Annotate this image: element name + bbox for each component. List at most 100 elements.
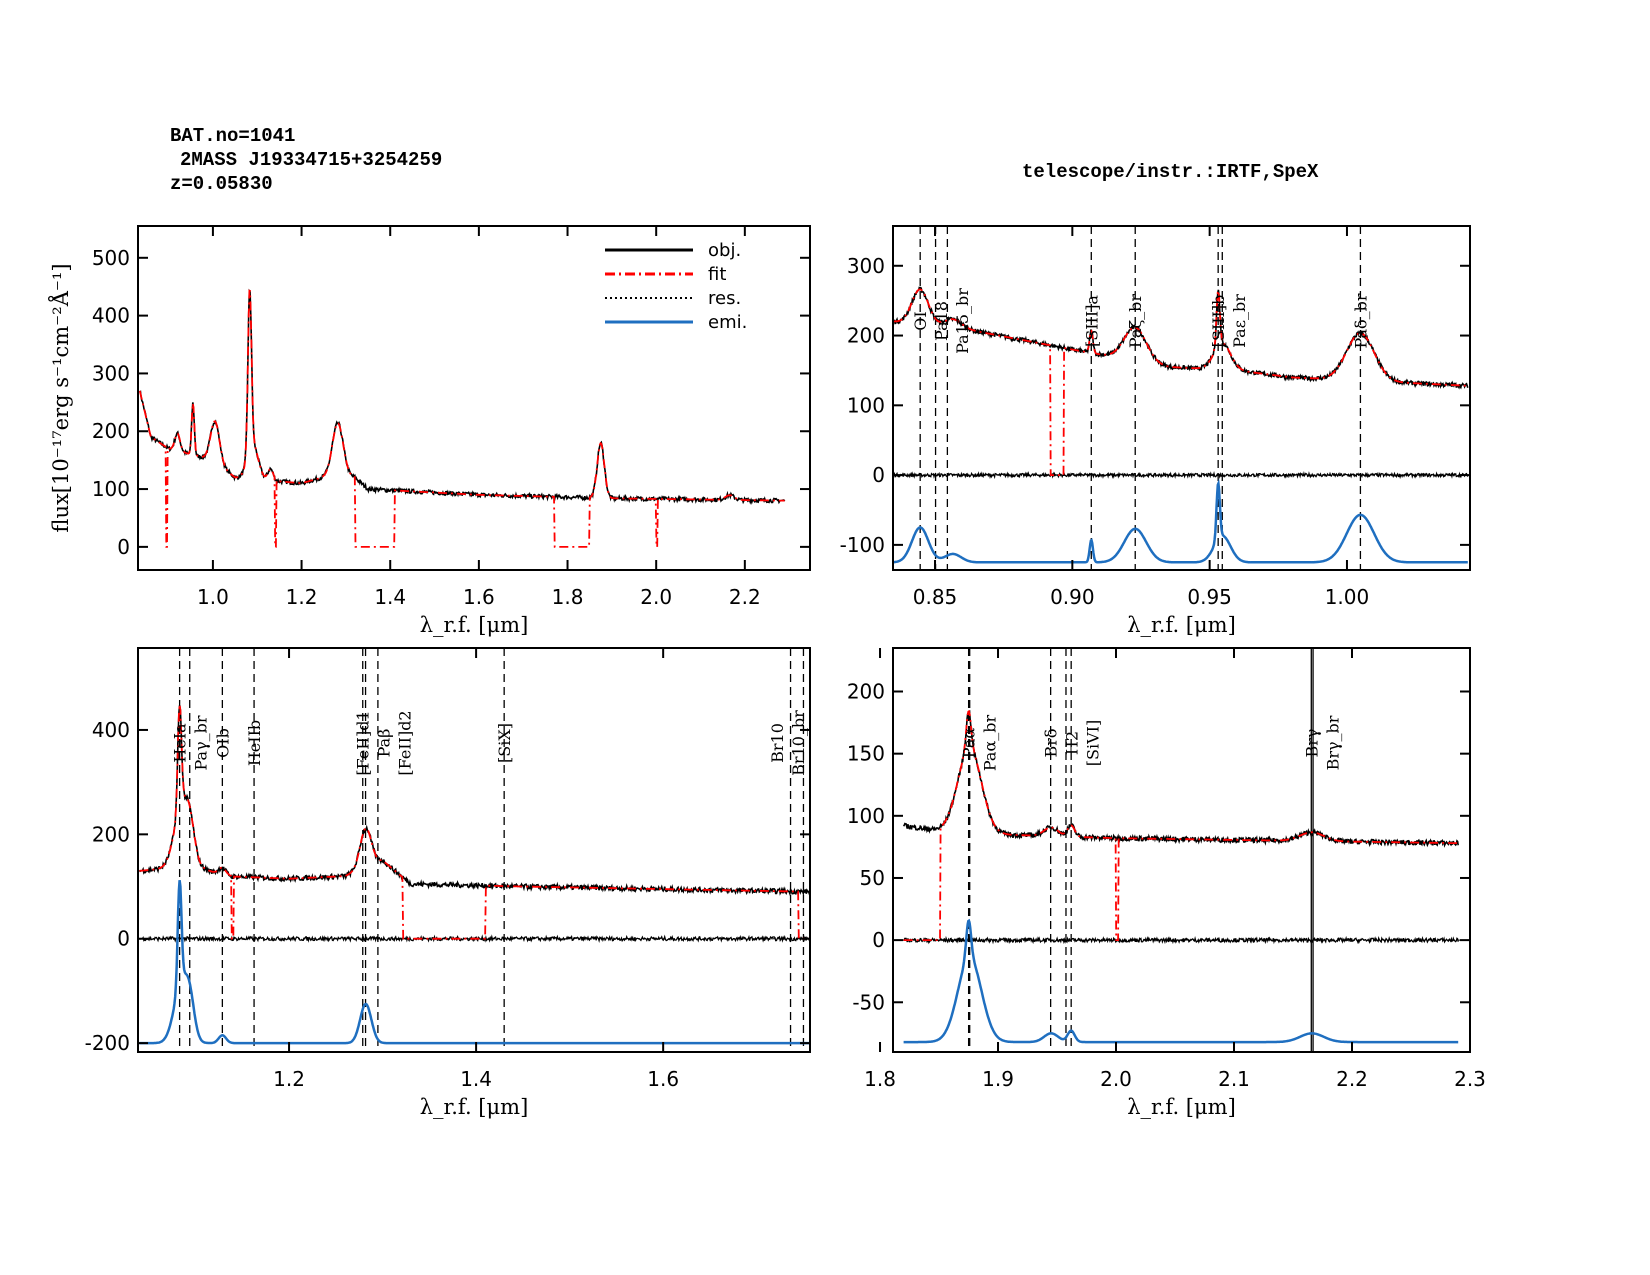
- object-series: [139, 288, 786, 505]
- marker-label: [FeII]d2: [396, 710, 415, 775]
- x-tick-label-1: 1.9: [982, 1067, 1014, 1091]
- y-tick-label-0: -100: [840, 533, 885, 557]
- marker-label: Pa18: [932, 301, 951, 341]
- fit-series: [893, 287, 1468, 477]
- residual-series: [893, 470, 1469, 480]
- x-tick-label-0: 1.0: [197, 585, 229, 609]
- y-tick-label-2: 100: [847, 393, 885, 417]
- marker-label: Br10_br: [789, 710, 808, 776]
- y-tick-label-4: 150: [847, 742, 885, 766]
- x-tick-label-1: 0.90: [1050, 585, 1095, 609]
- marker-label: Paα_br: [981, 715, 1000, 772]
- x-tick-label-3: 1.00: [1325, 585, 1370, 609]
- x-tick-label-2: 1.4: [374, 585, 406, 609]
- object-id: BAT.no=1041: [170, 125, 295, 147]
- x-tick-label-0: 1.8: [864, 1067, 896, 1091]
- y-tick-label-0: -50: [852, 990, 885, 1014]
- fit-series: [903, 709, 1459, 941]
- y-tick-label-1: 0: [872, 463, 885, 487]
- marker-label: Pa15_br: [953, 288, 972, 354]
- y-tick-label-3: 300: [92, 361, 130, 385]
- y-tick-label-2: 50: [860, 866, 885, 890]
- fit-series: [138, 289, 785, 548]
- fit-series: [139, 704, 810, 940]
- x-tick-label-6: 2.2: [729, 585, 761, 609]
- x-tick-label-0: 0.85: [913, 585, 958, 609]
- x-tick-label-2: 0.95: [1187, 585, 1232, 609]
- y-tick-label-3: 200: [847, 324, 885, 348]
- panel-4: Paα Paα_br Brδ H2 [SiVI] Brγ Brγ_br 1.8 1.9 2.0 2.…: [847, 647, 1486, 1119]
- x-axis-label: λ_r.f. [μm]: [420, 613, 529, 637]
- x-tick-label-2: 2.0: [1100, 1067, 1132, 1091]
- marker-label: [SIII]b: [1209, 295, 1228, 348]
- y-tick-label-4: 300: [847, 254, 885, 278]
- marker-label: Paε_br: [1230, 294, 1249, 348]
- marker-label: Paγ_br: [192, 715, 211, 770]
- marker-label: [FeII]d1: [354, 710, 373, 775]
- x-tick-label-1: 1.4: [460, 1067, 492, 1091]
- plot-frame: [137, 647, 811, 1053]
- x-tick-label-2: 1.6: [647, 1067, 679, 1091]
- marker-label: Paβ: [375, 729, 394, 758]
- y-tick-label-1: 100: [92, 477, 130, 501]
- marker-label: Br10: [768, 723, 787, 763]
- plot-area: [893, 648, 1470, 1052]
- y-tick-label-1: 0: [872, 928, 885, 952]
- panel-3: HeIa Paγ_br OIb HeIIb [FeII]d1 Paβ [FeII]d2 [Si…: [85, 647, 811, 1119]
- marker-label: [SIII]a: [1082, 295, 1101, 347]
- marker-label: Paζ_br: [1126, 294, 1145, 349]
- marker-label: Paα: [960, 728, 979, 759]
- marker-label: OI: [911, 311, 930, 330]
- y-tick-label-0: -200: [85, 1031, 130, 1055]
- x-tick-label-5: 2.0: [640, 585, 672, 609]
- redshift: z=0.05830: [170, 173, 273, 195]
- y-axis-label: flux[10⁻¹⁷erg s⁻¹cm⁻²Å⁻¹]: [48, 263, 73, 532]
- y-tick-label-1: 0: [117, 927, 130, 951]
- marker-label: Brγ: [1302, 729, 1321, 758]
- y-tick-label-5: 500: [92, 246, 130, 270]
- emission-series: [139, 880, 810, 1045]
- y-tick-label-2: 200: [92, 419, 130, 443]
- y-tick-label-0: 0: [117, 535, 130, 559]
- residual-series: [903, 935, 1459, 945]
- instrument: telescope/instr.:IRTF,SpeX: [1022, 161, 1319, 183]
- x-tick-label-4: 2.2: [1336, 1067, 1368, 1091]
- object-name: 2MASS J19334715+3254259: [180, 149, 442, 171]
- y-tick-label-3: 100: [847, 804, 885, 828]
- y-tick-label-3: 400: [92, 718, 130, 742]
- marker-label: Brγ_br: [1323, 715, 1342, 770]
- panel-2: OI Pa18 Pa15_br [SIII]a Paζ_br [SIII]b Paε_br P…: [840, 225, 1471, 637]
- x-tick-label-1: 1.2: [286, 585, 318, 609]
- emission-series: [903, 918, 1459, 1044]
- y-tick-label-2: 200: [92, 822, 130, 846]
- plot-frame: [892, 647, 1471, 1053]
- plot-area: [893, 226, 1470, 570]
- marker-label: Paδ_br: [1351, 293, 1370, 348]
- y-tick-label-4: 400: [92, 304, 130, 328]
- x-tick-label-5: 2.3: [1454, 1067, 1486, 1091]
- x-tick-label-3: 2.1: [1218, 1067, 1250, 1091]
- x-axis-label: λ_r.f. [μm]: [420, 1095, 529, 1119]
- marker-label: [SiX]: [495, 723, 514, 763]
- plot-area: [138, 288, 786, 548]
- x-tick-label-4: 1.8: [552, 585, 584, 609]
- legend-res: res.: [708, 288, 741, 309]
- legend-emi: emi.: [708, 312, 747, 333]
- legend-obj: obj.: [708, 240, 741, 261]
- y-tick-label-5: 200: [847, 680, 885, 704]
- plot-area: [138, 648, 810, 1052]
- marker-label: Brδ: [1042, 728, 1061, 757]
- x-tick-label-0: 1.2: [273, 1067, 305, 1091]
- emission-series: [893, 478, 1468, 564]
- x-axis-label: λ_r.f. [μm]: [1127, 1095, 1236, 1119]
- panel-1: 1.0 1.2 1.4 1.6 1.8 2.0 2.2 0 100 200 300 400 500 λ_r…: [48, 225, 811, 637]
- object-series: [138, 705, 810, 897]
- legend: obj. fit res. emi.: [605, 240, 747, 333]
- residual-series: [138, 934, 810, 944]
- x-tick-label-3: 1.6: [463, 585, 495, 609]
- marker-label: HeIa: [171, 723, 190, 763]
- marker-label: HeIIb: [245, 720, 264, 766]
- plot-frame: [892, 225, 1471, 571]
- plot-frame: [137, 225, 811, 571]
- legend-fit: fit: [708, 264, 726, 285]
